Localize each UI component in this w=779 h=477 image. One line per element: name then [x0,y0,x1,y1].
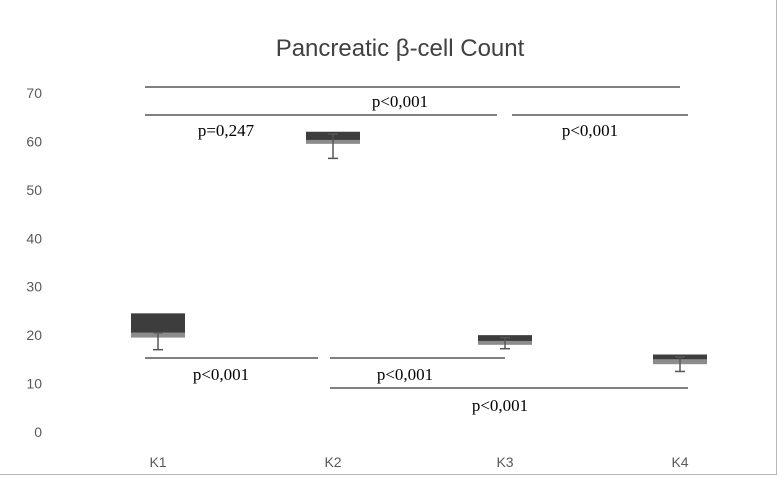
x-tick-label: K1 [149,454,166,470]
chart-title: Pancreatic β-cell Count [276,35,525,62]
y-axis: 0 10 20 30 40 50 60 70 [26,85,42,440]
x-tick-label: K2 [324,454,341,470]
p-value-label: p=0,247 [198,121,255,140]
x-tick-label: K3 [496,454,513,470]
boxes [131,131,707,373]
y-tick-label: 50 [26,182,42,198]
y-tick-label: 0 [34,424,42,440]
x-tick-label: K4 [671,454,688,470]
p-value-label: p<0,001 [377,365,433,384]
y-tick-label: 70 [26,85,42,101]
y-tick-label: 10 [26,376,42,392]
x-axis: K1 K2 K3 K4 [149,454,688,470]
y-tick-label: 40 [26,230,42,246]
y-tick-label: 30 [26,279,42,295]
significance-annotations: p<0,001 p=0,247 p<0,001 p<0,001 p<0,001 p<0,0… [145,86,688,415]
box-upper-k1 [131,313,185,333]
p-value-label: p<0,001 [193,365,249,384]
y-tick-label: 20 [26,327,42,343]
p-value-label: p<0,001 [372,92,428,111]
p-value-label: p<0,001 [472,396,528,415]
p-value-label: p<0,001 [562,121,618,140]
y-tick-label: 60 [26,133,42,149]
